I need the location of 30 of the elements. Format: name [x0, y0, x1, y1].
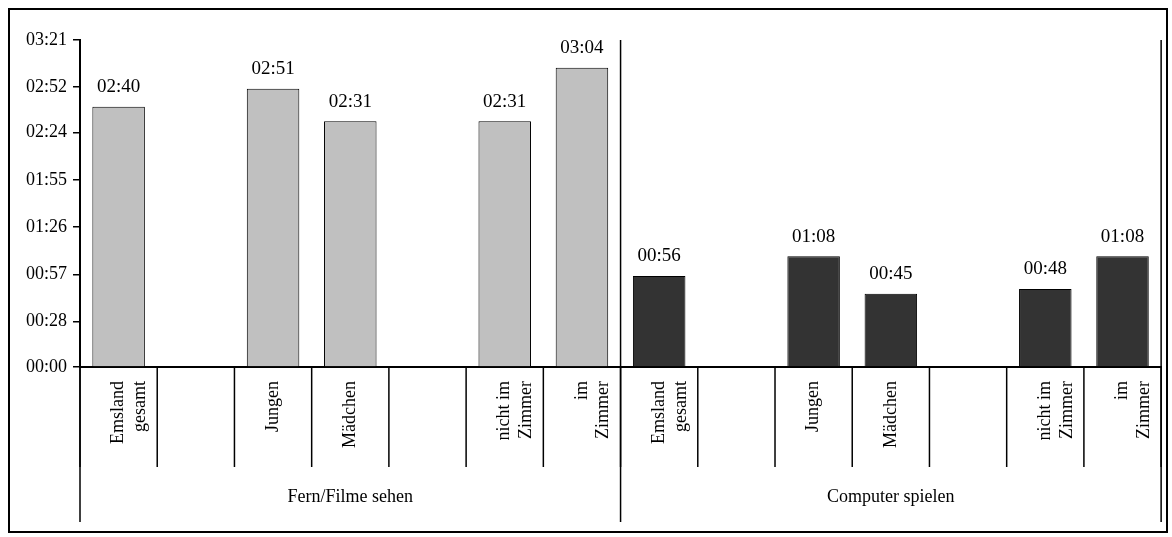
data-label: 00:56	[637, 244, 681, 266]
x-tick-label: im Zimmer	[1111, 381, 1153, 439]
data-label: 02:51	[251, 57, 295, 79]
x-tick-label: nicht im Zimmer	[493, 381, 536, 441]
data-label: 00:48	[1023, 257, 1067, 279]
data-label: 00:45	[869, 262, 913, 284]
y-tick-label: 02:52	[25, 75, 67, 96]
data-label: 01:08	[791, 224, 836, 246]
x-tick-label: Mädchen	[339, 381, 360, 448]
y-tick-label: 00:57	[25, 263, 67, 283]
x-tick-label: im Zimmer	[570, 381, 613, 439]
data-label: 02:31	[328, 89, 372, 111]
y-tick-label: 01:55	[25, 168, 67, 189]
x-tick-label: Emsland gesamt	[647, 381, 690, 444]
x-tick-label: nicht im Zimmer	[1034, 381, 1076, 441]
text: Computer spielen	[827, 485, 955, 506]
y-tick-label: 03:21	[25, 28, 67, 49]
data-label: 02:40	[96, 75, 141, 97]
data-label: 03:04	[560, 36, 605, 58]
y-tick-label: 00:28	[25, 310, 67, 331]
data-label: 01:08	[1100, 224, 1145, 246]
text: Fern/Filme sehen	[287, 485, 414, 506]
x-tick-label: Jungen	[802, 381, 823, 432]
x-tick-label: Mädchen	[879, 381, 900, 448]
x-tick-label: Jungen	[261, 381, 282, 432]
data-label: 02:31	[483, 89, 527, 111]
x-tick-label: Emsland gesamt	[107, 381, 149, 444]
y-tick-label: 02:24	[25, 121, 67, 142]
y-tick-label: 00:00	[25, 355, 67, 376]
y-tick-label: 01:26	[25, 215, 67, 236]
